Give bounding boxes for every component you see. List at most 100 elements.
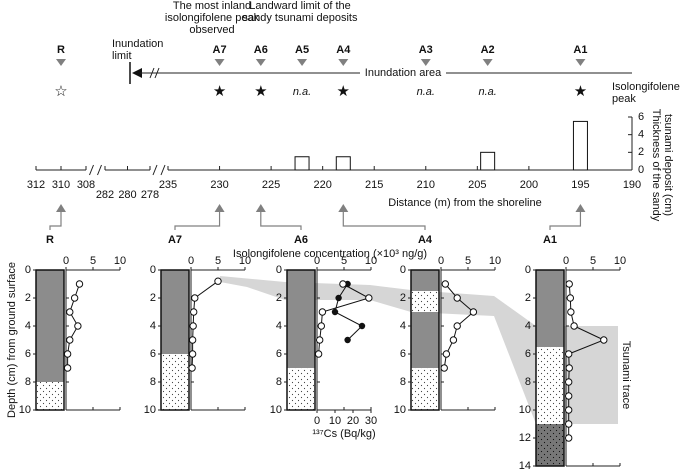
site-label: A1 (573, 44, 587, 56)
core-layer (536, 270, 564, 347)
isolongifolene-point (565, 378, 573, 386)
annotation: Inundation area (365, 67, 442, 79)
x-tick-label: 10 (365, 255, 377, 267)
legend-label: peak (612, 93, 636, 105)
y-tick-label: 6 (400, 348, 406, 360)
isolongifolene-point (449, 336, 458, 344)
legend-label: Isolongifolene (612, 81, 680, 93)
site-label: A7 (213, 44, 227, 56)
isolongifolene-point (442, 350, 451, 358)
isolongifolene-point (66, 336, 74, 344)
arrow-head (132, 68, 142, 78)
x-tick-label: 0 (314, 415, 320, 427)
isolongifolene-point (565, 350, 573, 358)
core-layer (287, 368, 315, 410)
x-tick-label: 5 (590, 255, 596, 267)
y-tick-label: 0 (25, 264, 31, 276)
x-axis-title: ¹³⁷Cs (Bq/kg) (312, 428, 375, 440)
isolongifolene-point (75, 280, 84, 288)
x-tick-label: 10 (114, 255, 126, 267)
cs137-point (335, 294, 342, 302)
x-tick-label: 0 (63, 255, 69, 267)
x-tick-label: 10 (489, 255, 501, 267)
site-marker (297, 59, 308, 66)
core-label: A4 (418, 234, 433, 246)
x-tick-label: 10 (329, 415, 341, 427)
isolongifolene-point (565, 406, 573, 414)
isolongifolene-point (63, 350, 72, 358)
y-tick-label: 6 (25, 348, 31, 360)
isolongifolene-point (453, 294, 461, 302)
core-layer (536, 347, 564, 424)
y-tick-label: 4 (276, 320, 282, 332)
isolongifolene-point (566, 294, 575, 302)
y-tick-label: 4 (400, 320, 406, 332)
isolongifolene-point (453, 322, 461, 330)
x-tick-label: 310 (52, 179, 70, 191)
annotation: Tsunami trace (620, 341, 632, 409)
x-tick-label: 195 (571, 179, 589, 191)
cs137-point (344, 336, 351, 344)
site-label: A4 (336, 44, 351, 56)
x-tick-label: 0 (188, 255, 194, 267)
site-label: A2 (481, 44, 495, 56)
isolongifolene-point (440, 364, 448, 372)
y-tick-label: 0 (150, 264, 156, 276)
site-connector (174, 212, 221, 230)
x-tick-label: 235 (159, 179, 177, 191)
core-layer (36, 270, 64, 382)
x-tick-label: 10 (614, 255, 626, 267)
x-tick-label: 5 (341, 255, 347, 267)
y-tick-label: 0 (638, 164, 644, 176)
y-tick-label: 6 (638, 111, 644, 123)
isolongifolene-point (565, 280, 573, 288)
y-tick-label: 4 (638, 129, 644, 141)
x-tick-label: 278 (141, 189, 159, 201)
peak-marker: ★ (337, 83, 350, 100)
isolongifolene-point (441, 280, 450, 288)
annotation: Landward limit of the (249, 0, 351, 12)
x-tick-label: 308 (77, 179, 95, 191)
isolongifolene-point (66, 308, 74, 316)
core-layer (411, 368, 439, 410)
peak-marker: n.a. (293, 86, 311, 98)
peak-marker: n.a. (478, 86, 496, 98)
isolongifolene-point (316, 336, 324, 344)
x-tick-label: 210 (417, 179, 435, 191)
core-label: R (46, 234, 54, 246)
isolongifolene-point (188, 364, 196, 372)
site-connector (260, 212, 302, 230)
y-axis-title: tsunami deposit (cm) (662, 114, 674, 216)
x-axis-title: Distance (m) from the shoreline (388, 197, 541, 209)
x-tick-label: 205 (468, 179, 486, 191)
x-tick-label: 5 (90, 255, 96, 267)
x-tick-label: 0 (314, 255, 320, 267)
site-marker (482, 59, 493, 66)
y-tick-label: 2 (25, 292, 31, 304)
y-tick-label: 0 (525, 264, 531, 276)
y-tick-label: 10 (19, 404, 31, 416)
peak-marker: ★ (254, 83, 267, 100)
site-connector-arrow (575, 204, 586, 212)
axis-break (152, 164, 166, 176)
y-tick-label: 10 (394, 404, 406, 416)
thickness-bar (572, 120, 588, 171)
y-tick-label: 2 (276, 292, 282, 304)
cs137-point (358, 322, 366, 330)
isolongifolene-point (339, 280, 347, 288)
x-tick-label: 225 (262, 179, 280, 191)
y-tick-label: 0 (276, 264, 282, 276)
peak-marker: ☆ (54, 83, 67, 100)
isolongifolene-point (70, 294, 79, 302)
site-connector (549, 212, 582, 230)
isolongifolene-point (317, 322, 326, 330)
axis-break (89, 164, 102, 176)
y-tick-label: 6 (150, 348, 156, 360)
annotation: Inundation (112, 38, 163, 50)
x-axis-title: Isolongifolene concentration (×10³ ng/g) (233, 248, 427, 260)
y-tick-label: 2 (400, 292, 406, 304)
y-tick-label: 0 (400, 264, 406, 276)
x-tick-label: 200 (520, 179, 538, 191)
y-tick-label: 14 (519, 460, 531, 469)
site-marker (420, 59, 431, 66)
